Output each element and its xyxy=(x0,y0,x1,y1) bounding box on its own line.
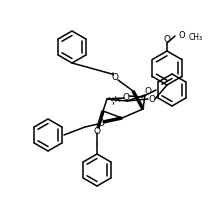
Text: ,': ,' xyxy=(111,96,117,106)
Text: O: O xyxy=(144,87,152,95)
Text: O: O xyxy=(93,127,101,136)
Text: O: O xyxy=(98,120,104,129)
Text: O: O xyxy=(163,35,171,44)
Text: O: O xyxy=(111,72,119,81)
Text: O: O xyxy=(149,95,155,104)
Text: O: O xyxy=(122,92,130,101)
Text: CH₃: CH₃ xyxy=(189,32,203,41)
Text: O: O xyxy=(179,32,185,41)
